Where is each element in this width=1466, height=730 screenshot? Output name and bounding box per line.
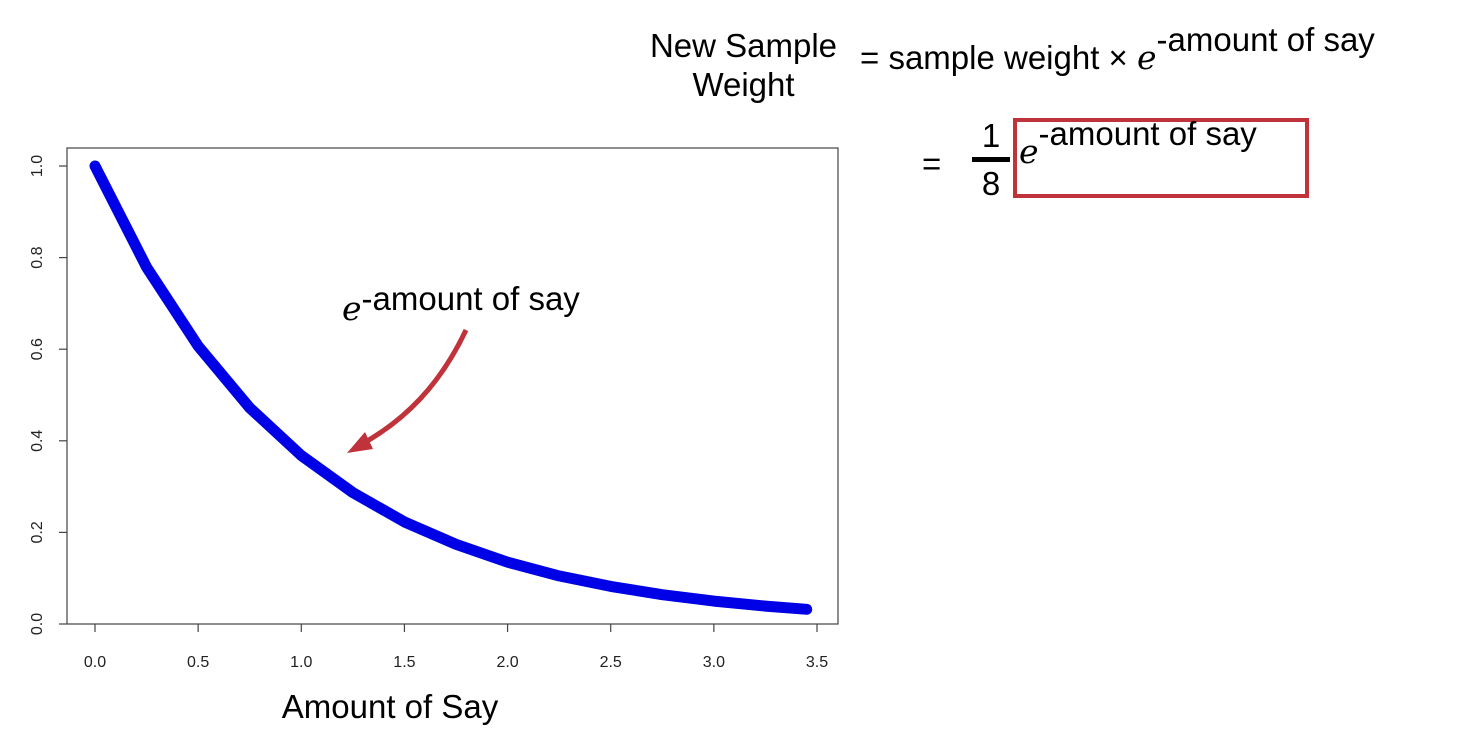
equation-e: e	[1137, 38, 1157, 77]
equation-rhs-prefix: = sample weight ×	[860, 39, 1128, 76]
equation-line2-equals: =	[922, 145, 942, 182]
equation-exponent: -amount of say	[1156, 20, 1375, 58]
y-tick-label: 0.0	[29, 613, 46, 635]
fraction-numerator: 1	[981, 117, 1001, 154]
y-tick-label: 0.8	[29, 246, 46, 268]
x-tick-label: 1.0	[290, 654, 312, 671]
x-tick-label: 3.0	[703, 654, 725, 671]
boxed-e: e	[1019, 132, 1039, 171]
chart: 0.0 0.5 1.0 1.5 2.0 2.5 3.0 3.5 0.0 0.2 0.4 0.6 0.8…	[29, 147, 839, 725]
plot-frame	[66, 147, 839, 625]
fraction-bar	[972, 157, 1010, 162]
x-tick-label: 0.5	[187, 654, 209, 671]
highlight-box	[1013, 118, 1309, 198]
equation-lhs-line1: New Sample	[649, 27, 838, 64]
annotation-e: e	[342, 289, 362, 328]
y-tick-label: 0.6	[29, 338, 46, 360]
equation-rhs: = sample weight × e-amount of say	[860, 21, 1375, 77]
x-tick-label: 1.5	[393, 654, 415, 671]
y-axis: 0.0 0.2 0.4 0.6 0.8 1.0	[29, 155, 67, 635]
x-tick-label: 2.5	[600, 654, 622, 671]
x-axis-label: Amount of Say	[282, 688, 499, 725]
y-tick-label: 1.0	[29, 155, 46, 177]
fraction-denominator: 8	[981, 165, 1001, 202]
annotation-arrowhead	[347, 432, 373, 453]
x-axis: 0.0 0.5 1.0 1.5 2.0 2.5 3.0 3.5	[84, 624, 828, 671]
x-tick-label: 0.0	[84, 654, 106, 671]
boxed-expression: e-amount of say	[1019, 115, 1257, 171]
annotation-arrow	[360, 328, 469, 447]
x-tick-label: 2.0	[496, 654, 518, 671]
equation-lhs-line2: Weight	[692, 66, 795, 103]
x-tick-label: 3.5	[806, 654, 828, 671]
annotation-label: e-amount of say	[342, 280, 580, 328]
y-tick-label: 0.2	[29, 521, 46, 543]
boxed-exponent: -amount of say	[1038, 114, 1257, 152]
equation-lhs: New Sample Weight	[626, 26, 861, 104]
y-tick-label: 0.4	[29, 430, 46, 452]
fraction: 1 8	[972, 118, 1010, 202]
annotation-exponent: -amount of say	[362, 280, 581, 317]
series-line	[89, 160, 813, 615]
